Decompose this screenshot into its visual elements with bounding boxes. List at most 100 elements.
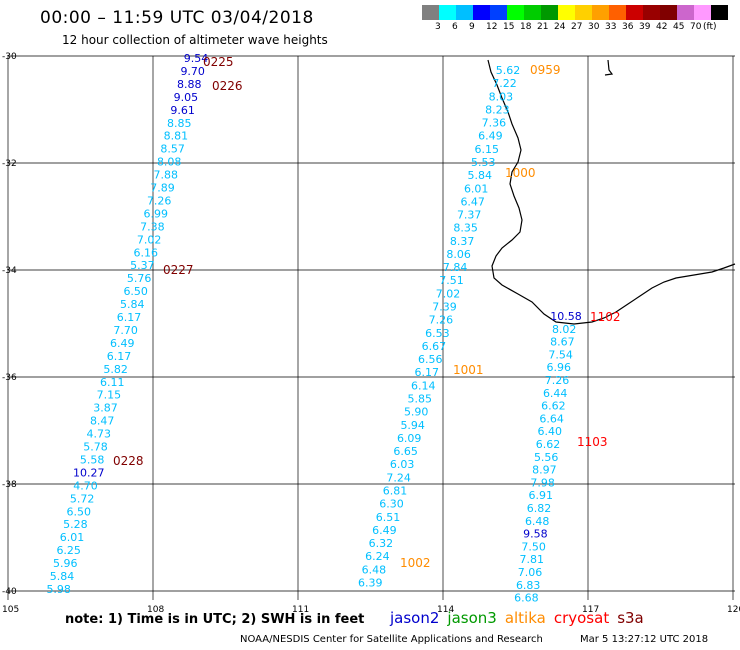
swh-value: 8.06 (446, 248, 471, 261)
swh-value: 5.53 (471, 156, 496, 169)
swh-value: 8.35 (453, 222, 478, 235)
generation-timestamp: Mar 5 13:27:12 UTC 2018 (580, 634, 709, 645)
colorbar-label: 39 (639, 22, 651, 32)
swh-value: 5.76 (127, 272, 152, 285)
colorbar-swatch (422, 5, 439, 20)
swh-value: 6.50 (67, 505, 92, 518)
legend-item-s3a: s3a (617, 609, 644, 627)
satellite-legend: jason2 jason3 altika cryosat s3a (390, 609, 652, 627)
swh-value: 8.81 (164, 130, 189, 143)
latitude-label: -32 (2, 159, 17, 169)
swh-value: 6.24 (365, 550, 390, 563)
swh-value: 8.85 (167, 117, 192, 130)
colorbar-label: 24 (554, 22, 566, 32)
swh-value: 3.87 (93, 402, 118, 415)
swh-value: 6.62 (536, 438, 561, 451)
swh-value: 7.24 (386, 471, 411, 484)
swh-value: 6.15 (475, 143, 500, 156)
colorbar-label: 27 (571, 22, 583, 32)
swh-value: 6.40 (538, 425, 563, 438)
swh-value: 6.50 (123, 285, 148, 298)
swh-value: 6.81 (383, 485, 408, 498)
swh-value: 7.39 (432, 301, 457, 314)
swh-value: 10.27 (73, 466, 105, 479)
colorbar-swatch (541, 5, 558, 20)
longitude-label: 117 (582, 605, 599, 615)
colorbar-swatch (490, 5, 507, 20)
swh-value: 6.17 (107, 350, 132, 363)
swh-value: 5.85 (408, 393, 433, 406)
swh-value: 7.89 (150, 182, 175, 195)
swh-value: 8.88 (177, 78, 202, 91)
latitude-label: -36 (2, 373, 17, 383)
swh-value: 6.49 (110, 337, 135, 350)
swh-value: 9.58 (523, 528, 548, 541)
map-grid (7, 55, 735, 600)
latitude-label: -38 (2, 480, 17, 490)
swh-value: 7.88 (154, 169, 179, 182)
colorbar-label: 42 (656, 22, 668, 32)
pass-time-label: 0225 (203, 55, 234, 69)
legend-item-jason3: jason3 (447, 609, 497, 627)
colorbar-label: 15 (503, 22, 515, 32)
swh-value: 6.17 (415, 366, 440, 379)
swh-value: 10.58 (550, 310, 582, 323)
swh-value: 8.37 (450, 235, 475, 248)
swh-value: 7.06 (518, 566, 543, 579)
colorbar-swatch (456, 5, 473, 20)
colorbar-swatch (558, 5, 575, 20)
pass-time-label: 0228 (113, 454, 144, 468)
colorbar-swatch (660, 5, 677, 20)
pass-time-label: 1000 (505, 166, 536, 180)
swh-value: 6.99 (144, 207, 169, 220)
swh-value: 9.70 (180, 65, 205, 78)
swh-value: 6.83 (516, 579, 541, 592)
coastline (487, 59, 736, 325)
swh-value: 4.73 (87, 428, 112, 441)
coastline-west-australia (487, 59, 736, 325)
legend-item-altika: altika (504, 609, 546, 627)
swh-value: 6.48 (525, 515, 550, 528)
swh-value: 6.47 (460, 195, 485, 208)
swh-value: 7.81 (520, 553, 545, 566)
swh-value: 5.94 (400, 419, 425, 432)
swh-value: 5.82 (103, 363, 128, 376)
swh-value: 7.15 (97, 389, 122, 402)
swh-value: 6.49 (372, 524, 397, 537)
swh-value: 6.48 (362, 563, 387, 576)
credit-line: NOAA/NESDIS Center for Satellite Applica… (240, 634, 543, 645)
colorbar-swatch (643, 5, 660, 20)
swh-value: 9.54 (184, 52, 209, 65)
swh-value: 7.02 (436, 287, 461, 300)
swh-value: 5.90 (404, 406, 429, 419)
colorbar-swatch (626, 5, 643, 20)
swh-value: 7.22 (492, 77, 517, 90)
swh-value: 7.37 (457, 209, 482, 222)
swh-value: 5.84 (50, 570, 75, 583)
colorbar-label: 45 (673, 22, 685, 32)
swh-values: 9.549.708.889.059.618.858.818.578.087.88… (46, 52, 581, 605)
swh-value: 6.44 (543, 387, 568, 400)
pass-time-label: 0227 (163, 263, 194, 277)
pass-time-label: 1102 (590, 310, 621, 324)
swh-value: 6.25 (56, 544, 81, 557)
swh-value: 6.11 (100, 376, 125, 389)
longitude-label: 114 (437, 605, 454, 615)
swh-value: 7.54 (548, 348, 573, 361)
colorbar-swatch (592, 5, 609, 20)
colorbar-labels: 3 6 9 12 15 18 21 24 27 30 33 36 39 42 45 70 (ft) (422, 22, 740, 34)
colorbar-label: 9 (469, 22, 475, 32)
colorbar-swatch (507, 5, 524, 20)
swh-value: 8.57 (160, 143, 185, 156)
swh-value: 8.67 (550, 336, 575, 349)
legend-item-jason2: jason2 (390, 609, 440, 627)
colorbar-label: 12 (486, 22, 498, 32)
swh-value: 6.14 (411, 379, 436, 392)
colorbar-label: 21 (537, 22, 549, 32)
latitude-label: -40 (2, 587, 17, 597)
colorbar-swatch (677, 5, 694, 20)
pass-time-label: 1002 (400, 556, 431, 570)
swh-value: 7.84 (443, 261, 468, 274)
page-title: 00:00 – 11:59 UTC 03/04/2018 (40, 8, 314, 28)
swh-value: 6.68 (514, 592, 539, 605)
